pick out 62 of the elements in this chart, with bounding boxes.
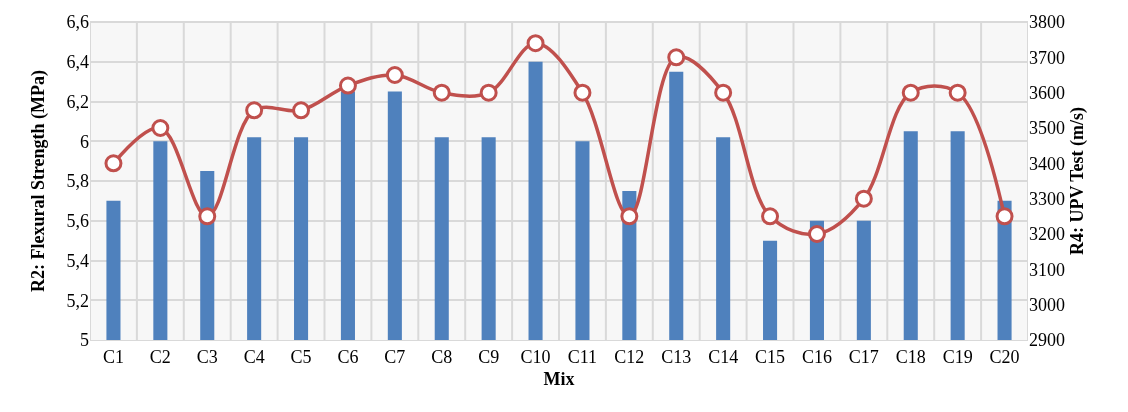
y-tick-label: 6,2 [66, 91, 89, 112]
point [667, 48, 686, 67]
point [714, 83, 733, 102]
x-tick-label: C17 [848, 346, 879, 367]
y-tick-label: 5,2 [66, 290, 89, 311]
y-tick-label: 6,6 [66, 12, 89, 33]
point [245, 101, 264, 120]
x-tick-label: C14 [708, 346, 739, 367]
x-tick-label: C6 [337, 346, 359, 367]
point [995, 207, 1014, 226]
x-tick-label: C2 [149, 346, 171, 367]
point [151, 119, 170, 137]
point [901, 83, 920, 102]
point [338, 76, 357, 95]
point [432, 83, 451, 102]
x-tick-label: C3 [196, 346, 218, 367]
point [854, 189, 873, 208]
y2-axis-title: R4: UPV Test (m/s) [1067, 106, 1088, 256]
y-tick-label: 5,8 [66, 171, 89, 192]
x-tick-label: C1 [102, 346, 124, 367]
x-tick-label: C18 [895, 346, 926, 367]
y2-tick-label: 3100 [1029, 259, 1065, 280]
point [761, 207, 780, 226]
x-tick-label: C15 [755, 346, 786, 367]
x-tick-label: C16 [801, 346, 832, 367]
y2-tick-label: 2900 [1029, 330, 1065, 351]
y2-tick-label: 3600 [1029, 82, 1065, 103]
x-tick-label: C12 [614, 346, 645, 367]
x-tick-label: C9 [478, 346, 500, 367]
x-tick-label: C5 [290, 346, 312, 367]
y-axis-title: R2: Flexural Strength (MPa) [28, 69, 49, 293]
y2-tick-label: 3300 [1029, 188, 1065, 209]
x-axis-title: Mix [543, 368, 575, 389]
point [385, 66, 404, 84]
y2-tick-label: 3800 [1029, 12, 1065, 33]
y-tick-label: 6,4 [66, 52, 89, 73]
y2-tick-label: 3400 [1029, 153, 1065, 174]
y2-tick-label: 3700 [1029, 47, 1065, 68]
x-tick-label: C19 [942, 346, 973, 367]
y-tick-label: 5 [80, 330, 89, 351]
point [573, 83, 592, 102]
point [479, 83, 498, 102]
point [292, 101, 311, 120]
point [526, 34, 545, 53]
point [620, 207, 639, 226]
point [948, 83, 967, 102]
x-tick-label: C10 [520, 346, 551, 367]
x-tick-label: C7 [384, 346, 406, 367]
x-tick-label: C11 [567, 346, 598, 367]
x-tick-label: C20 [989, 346, 1020, 367]
point [807, 225, 826, 243]
x-tick-label: C4 [243, 346, 265, 367]
x-tick-label: C8 [431, 346, 453, 367]
x-tick-label: C13 [661, 346, 692, 367]
point [198, 207, 217, 226]
y2-tick-label: 3500 [1029, 118, 1065, 139]
y2-tick-label: 3000 [1029, 294, 1065, 315]
y-tick-label: 5,4 [66, 250, 89, 271]
y-tick-label: 6 [80, 131, 89, 152]
point [104, 154, 123, 173]
y2-tick-label: 3200 [1029, 224, 1065, 245]
y-tick-label: 5,6 [66, 211, 89, 232]
